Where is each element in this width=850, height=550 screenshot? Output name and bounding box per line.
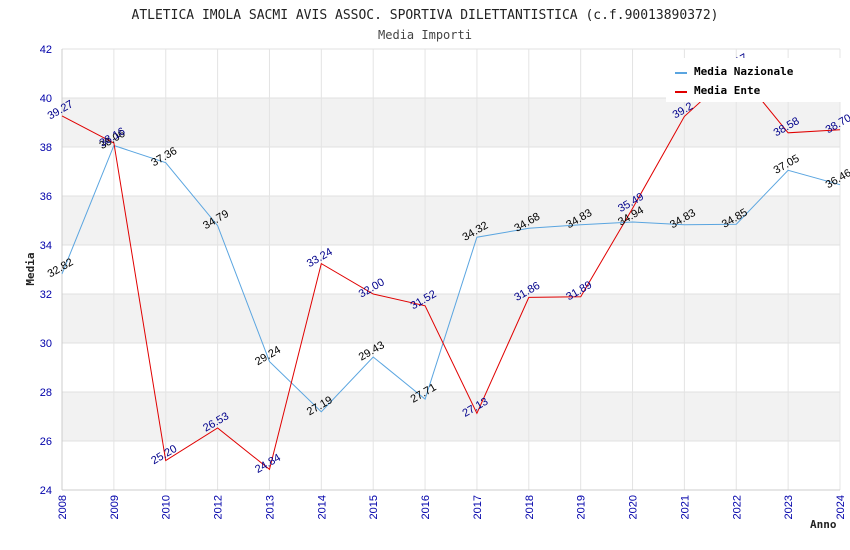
x-tick-label: 2015 <box>368 495 380 519</box>
legend-label-nazionale: Media Nazionale <box>694 65 794 78</box>
series-line-nazionale <box>61 144 841 413</box>
grid-band <box>62 245 840 294</box>
y-tick-label: 28 <box>40 387 52 399</box>
tick-labels: 24 26 28 30 32 34 36 38 40 42 2008 2009 2010 2012 2013… <box>40 44 847 519</box>
y-tick-label: 32 <box>40 289 52 301</box>
legend-label-ente: Media Ente <box>694 84 761 97</box>
y-tick-label: 30 <box>40 338 52 350</box>
grid-band <box>62 343 840 392</box>
x-tick-label: 2024 <box>835 495 847 519</box>
y-tick-label: 34 <box>40 240 52 252</box>
grid-band <box>62 392 840 441</box>
x-tick-label: 2009 <box>109 495 121 519</box>
y-axis-label: Media <box>24 252 37 285</box>
x-tick-label: 2021 <box>679 495 691 519</box>
grid-band <box>62 441 840 490</box>
y-tick-label: 40 <box>40 93 52 105</box>
y-tick-label: 24 <box>40 485 52 497</box>
chart-subtitle: Media Importi <box>378 28 472 42</box>
legend-box <box>666 58 842 102</box>
axes <box>61 49 840 491</box>
x-tick-label: 2010 <box>161 495 173 519</box>
y-tick-label: 38 <box>40 142 52 154</box>
x-tick-label: 2016 <box>420 495 432 519</box>
y-tick-label: 42 <box>40 44 52 56</box>
x-tick-label: 2008 <box>57 495 69 519</box>
x-tick-label: 2012 <box>213 495 225 519</box>
x-tick-label: 2019 <box>576 495 588 519</box>
chart-title: ATLETICA IMOLA SACMI AVIS ASSOC. SPORTIV… <box>132 8 719 23</box>
grid-band <box>62 98 840 147</box>
x-tick-label: 2018 <box>524 495 536 519</box>
legend: Media Nazionale Media Ente <box>666 58 842 102</box>
x-tick-label: 2017 <box>472 495 484 519</box>
gridlines <box>61 48 841 491</box>
x-tick-label: 2020 <box>628 495 640 519</box>
grid-band <box>62 147 840 196</box>
x-tick-label: 2022 <box>731 495 743 519</box>
x-tick-label: 2013 <box>264 495 276 519</box>
background-bands <box>62 49 840 490</box>
x-tick-label: 2023 <box>783 495 795 519</box>
y-tick-label: 36 <box>40 191 52 203</box>
x-tick-label: 2014 <box>316 495 328 519</box>
x-axis-label: Anno <box>810 518 837 531</box>
y-tick-label: 26 <box>40 436 52 448</box>
grid-band <box>62 196 840 245</box>
